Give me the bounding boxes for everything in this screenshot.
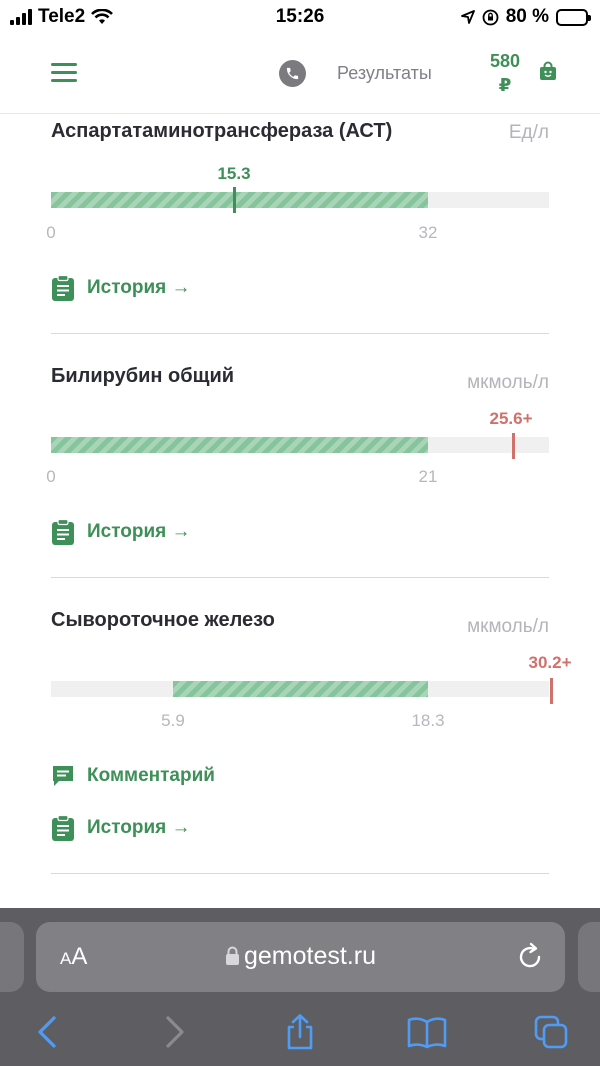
cart-total[interactable]: 580 ₽ <box>480 49 530 97</box>
result-title: Аспартатаминотрансфераза (АСТ) <box>51 120 393 142</box>
result-unit: мкмоль/л <box>467 372 549 393</box>
reference-range <box>173 681 428 697</box>
ref-min-label: 0 <box>46 467 56 486</box>
wifi-icon <box>91 9 114 24</box>
ref-min-label: 0 <box>46 223 56 242</box>
history-label: История → <box>87 521 191 542</box>
battery-icon <box>556 8 591 26</box>
reference-range <box>51 192 428 208</box>
results-link[interactable]: Результаты <box>337 63 432 83</box>
ref-min-label: 5.9 <box>161 711 185 730</box>
tabs-icon[interactable] <box>533 1014 569 1050</box>
reload-icon[interactable] <box>515 942 545 972</box>
share-icon[interactable] <box>282 1014 318 1050</box>
reference-scale <box>51 681 549 697</box>
divider <box>51 873 549 874</box>
value-label: 30.2+ <box>528 653 572 672</box>
result-unit: мкмоль/л <box>467 616 549 637</box>
location-icon <box>460 10 475 24</box>
signal-icon <box>10 9 32 25</box>
site-header: Результаты 580 ₽ <box>0 34 600 114</box>
value-marker <box>233 187 236 213</box>
browser-nav <box>0 1008 600 1058</box>
value-label: 25.6+ <box>489 409 533 428</box>
value-marker <box>550 678 553 704</box>
status-left: Tele2 <box>10 6 114 28</box>
address-bar[interactable]: AA gemotest.ru <box>36 922 565 992</box>
bookmarks-icon[interactable] <box>407 1014 447 1050</box>
history-label: История → <box>87 817 191 838</box>
lock-icon <box>225 946 239 965</box>
ref-max-label: 32 <box>418 223 438 242</box>
previous-tab-peek[interactable] <box>0 922 24 992</box>
value-marker <box>512 433 515 459</box>
cart-total-currency: ₽ <box>498 75 512 95</box>
ref-max-label: 21 <box>418 467 438 486</box>
history-link[interactable]: История → <box>51 275 191 301</box>
carrier-name: Tele2 <box>38 6 86 27</box>
reference-range <box>51 437 428 453</box>
comment-link[interactable]: Комментарий <box>51 764 215 788</box>
result-unit: Ед/л <box>508 122 549 143</box>
comment-icon <box>53 766 73 786</box>
text-size-button[interactable]: AA <box>60 943 88 970</box>
history-link[interactable]: История → <box>51 519 191 545</box>
battery-percent: 80 % <box>505 6 549 27</box>
reference-scale <box>51 437 549 453</box>
divider <box>51 333 549 334</box>
reference-scale <box>51 192 549 208</box>
forward-icon[interactable] <box>156 1014 192 1050</box>
cart-total-amount: 580 <box>489 51 521 71</box>
clipboard-icon <box>52 815 74 841</box>
clipboard-icon <box>52 275 74 301</box>
result-title: Сывороточное железо <box>51 609 275 631</box>
result-item: Билирубин общий мкмоль/л 25.6+ 0 21 Исто… <box>46 365 549 579</box>
address-domain[interactable]: gemotest.ru <box>36 942 565 971</box>
hamburger-menu-icon[interactable] <box>51 63 77 83</box>
phone-icon[interactable] <box>279 60 306 87</box>
value-label: 15.3 <box>217 164 251 183</box>
status-bar: Tele2 15:26 80 % <box>0 0 600 34</box>
status-time: 15:26 <box>275 6 325 27</box>
orientation-lock-icon <box>482 9 499 25</box>
ref-max-label: 18.3 <box>411 711 445 730</box>
result-title: Билирубин общий <box>51 365 235 387</box>
divider <box>51 577 549 578</box>
status-right: 80 % <box>460 6 591 28</box>
history-label: История → <box>87 277 191 298</box>
back-icon[interactable] <box>30 1014 66 1050</box>
result-item: Аспартатаминотрансфераза (АСТ) Ед/л 15.3… <box>46 120 549 334</box>
clipboard-icon <box>52 519 74 545</box>
next-tab-peek[interactable] <box>578 922 600 992</box>
shopping-bag-icon[interactable] <box>538 61 558 81</box>
browser-toolbar: AA gemotest.ru <box>0 908 600 1066</box>
history-link[interactable]: История → <box>51 815 191 841</box>
comment-label: Комментарий <box>87 765 215 786</box>
result-item: Сывороточное железо мкмоль/л 30.2+ 5.9 1… <box>51 609 572 875</box>
